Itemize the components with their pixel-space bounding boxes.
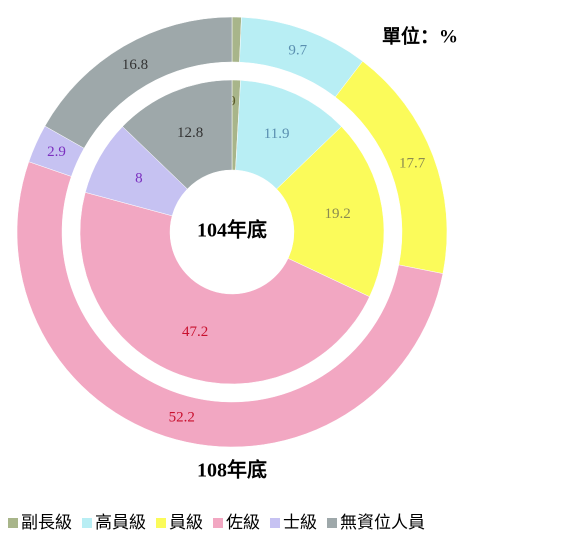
donut-segment	[276, 126, 385, 298]
outer-ring-label: 108年底	[197, 458, 267, 482]
legend-label: 無資位人員	[340, 513, 425, 532]
legend-label: 士級	[283, 513, 317, 532]
data-label: 17.7	[399, 155, 426, 171]
legend-label: 高員級	[95, 513, 146, 532]
data-label: 11.9	[264, 126, 290, 142]
legend-label: 佐級	[226, 513, 260, 532]
inner-ring-label: 104年底	[197, 218, 267, 242]
legend-marker	[82, 518, 92, 528]
legend-marker	[156, 518, 166, 528]
legend-marker	[213, 518, 223, 528]
data-label: 52.2	[169, 409, 195, 425]
legend-marker	[270, 518, 280, 528]
unit-label: 單位：%	[382, 24, 458, 47]
donut-segment	[44, 16, 233, 149]
legend-label: 副長級	[21, 513, 72, 532]
donut-segment	[122, 79, 233, 190]
legend-marker	[8, 518, 18, 528]
donut-segment	[79, 192, 370, 385]
legend-marker	[327, 518, 337, 528]
data-label: 12.8	[177, 125, 203, 141]
data-label: 16.8	[122, 57, 148, 73]
data-label: 47.2	[182, 324, 208, 340]
data-label: 19.2	[324, 206, 350, 222]
data-label: 9.7	[288, 43, 307, 59]
data-label: 2.9	[47, 144, 66, 160]
donut-segment	[16, 161, 444, 448]
legend-label: 員級	[169, 513, 203, 532]
data-label: 8	[135, 171, 143, 187]
